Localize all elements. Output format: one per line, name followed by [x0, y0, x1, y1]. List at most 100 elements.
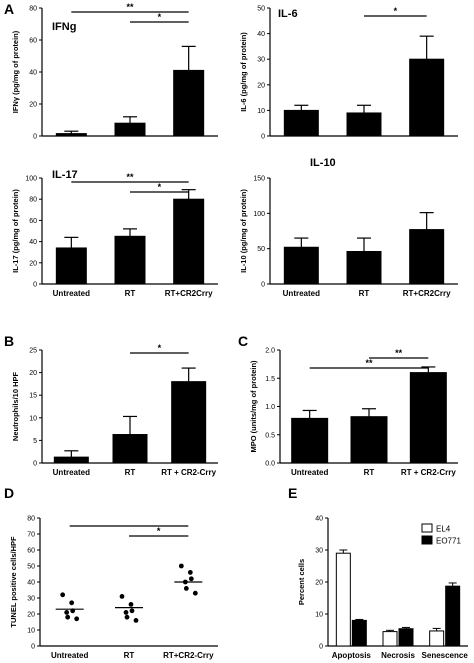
- bar: [283, 246, 319, 285]
- significance-label: *: [157, 526, 161, 536]
- y-tick-label: 30: [257, 57, 265, 64]
- significance-label: *: [158, 12, 162, 22]
- data-point: [188, 576, 194, 582]
- x-tick-label: RT+CR2Crry: [403, 289, 451, 298]
- significance-label: **: [126, 172, 134, 182]
- x-tick-label: RT: [125, 468, 136, 477]
- legend-swatch: [421, 523, 433, 533]
- chart-il10: 0 50 100 150 IL-10 (pg/mg of protein) IL-10 Un…: [239, 157, 458, 298]
- x-tick-label: Senescence: [422, 651, 469, 660]
- y-tick-label: 1.0: [265, 404, 275, 411]
- data-point: [60, 592, 66, 598]
- legend-swatch: [421, 535, 433, 545]
- y-tick-label: 50: [257, 6, 265, 13]
- bar: [283, 109, 319, 137]
- data-point: [187, 570, 193, 575]
- bar: [409, 229, 445, 285]
- bar: [173, 69, 205, 137]
- significance-label: **: [126, 2, 134, 12]
- bar: [112, 434, 148, 464]
- legend-label: EO771: [436, 537, 461, 546]
- y-axis-label: Percent cells: [297, 559, 306, 605]
- y-tick-label: 0: [33, 134, 37, 141]
- chart-title: IL-6: [278, 8, 298, 20]
- bar: [53, 456, 89, 464]
- significance-label: *: [394, 6, 398, 16]
- panel-letter-c: C: [238, 333, 248, 349]
- x-tick-label: RT+CR2Crry: [165, 289, 213, 298]
- y-tick-label: 0: [261, 282, 265, 289]
- data-point: [129, 608, 135, 614]
- legend-label: EL4: [436, 525, 451, 534]
- y-tick-label: 20: [29, 370, 37, 377]
- x-tick-label: RT: [124, 651, 135, 660]
- bar: [445, 585, 461, 647]
- chart-il6: 0 10 20 30 40 50 IL-6 (pg/mg of protein) IL-6 *: [239, 6, 458, 141]
- x-tick-label: Untreated: [53, 289, 90, 298]
- y-tick-label: 0: [319, 644, 323, 651]
- x-tick-label: Untreated: [51, 651, 88, 660]
- bar: [429, 630, 445, 647]
- y-tick-label: 5: [33, 438, 37, 445]
- x-tick-label: Untreated: [283, 289, 320, 298]
- y-tick-label: 15: [29, 393, 37, 400]
- y-tick-label: 80: [29, 197, 37, 204]
- y-tick-label: 80: [27, 516, 35, 523]
- bar: [55, 133, 87, 137]
- chart-mpo: 0.0 0.5 1.0 1.5 2.0 MPO (units/mg of protein)…: [249, 348, 458, 477]
- data-point: [128, 602, 134, 607]
- y-axis-label: Neutrophils/10 HPF: [11, 371, 20, 441]
- x-tick-label: RT+CR2-Crry: [163, 651, 214, 660]
- y-tick-label: 30: [27, 596, 35, 603]
- bar: [55, 247, 87, 285]
- y-axis-label: TUNEL positive cells/HPF: [9, 536, 18, 628]
- panel-letter-d: D: [4, 485, 14, 501]
- y-tick-label: 20: [29, 260, 37, 267]
- chart-title: IL-10: [310, 157, 336, 169]
- y-tick-label: 60: [27, 548, 35, 555]
- y-tick-label: 0: [261, 134, 265, 141]
- x-tick-label: Untreated: [53, 468, 90, 477]
- y-tick-label: 0.5: [265, 432, 275, 439]
- x-tick-label: Untreated: [291, 468, 328, 477]
- significance-label: **: [395, 348, 403, 358]
- x-tick-label: RT + CR2-Crry: [401, 468, 456, 477]
- bar: [171, 381, 207, 464]
- data-point: [133, 618, 139, 623]
- y-tick-label: 10: [257, 108, 265, 115]
- y-tick-label: 70: [27, 532, 35, 539]
- bar: [173, 198, 205, 285]
- chart-title: IFNg: [52, 21, 76, 33]
- y-tick-label: 40: [29, 70, 37, 77]
- data-point: [65, 614, 71, 620]
- chart-title: IL-17: [52, 169, 78, 181]
- y-tick-label: 2.0: [265, 348, 275, 355]
- y-tick-label: 1.5: [265, 376, 275, 383]
- bar: [114, 235, 146, 285]
- data-point: [64, 610, 70, 615]
- y-axis-label: IL-10 (pg/mg of protein): [239, 189, 248, 273]
- bar: [351, 619, 367, 647]
- panel-letter-e: E: [288, 485, 297, 501]
- y-tick-label: 10: [315, 612, 323, 619]
- chart-neutrophils: 0 5 10 15 20 25 Neutrophils/10 HPF Untreated RT R…: [11, 343, 218, 477]
- y-tick-label: 10: [29, 415, 37, 422]
- data-point: [178, 563, 184, 569]
- significance-label: **: [365, 358, 373, 368]
- panel-letter-b: B: [4, 333, 14, 349]
- y-tick-label: 100: [253, 211, 265, 218]
- y-tick-label: 40: [315, 516, 323, 523]
- y-tick-label: 20: [257, 82, 265, 89]
- chart-percent-cells: 0 10 20 30 40 Percent cells Apoptosis Necrosis S…: [297, 516, 468, 661]
- y-axis-label: IFNγ (pg/mg of protein): [11, 30, 20, 113]
- y-tick-label: 20: [315, 580, 323, 587]
- x-tick-label: RT: [359, 289, 370, 298]
- y-tick-label: 50: [27, 564, 35, 571]
- y-axis-label: IL-6 (pg/mg of protein): [239, 32, 248, 112]
- y-tick-label: 10: [27, 628, 35, 635]
- data-point: [183, 586, 189, 591]
- data-point: [123, 610, 129, 615]
- bar: [335, 552, 351, 647]
- panel-letter-a: A: [4, 1, 14, 17]
